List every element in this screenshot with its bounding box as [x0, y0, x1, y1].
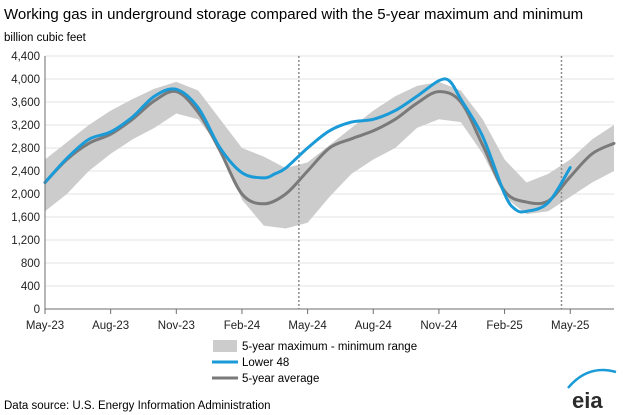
y-tick-label: 2,000	[11, 189, 40, 201]
y-tick-label: 4,000	[11, 74, 40, 86]
x-tick-labels: May-23 Aug-23 Nov-23 Feb-24 May-24 Aug-24 Nov-…	[26, 320, 590, 332]
y-tick-label: 1,600	[11, 212, 40, 224]
x-tick-label: Feb-24	[224, 320, 261, 332]
series-line-lower-48	[43, 77, 572, 214]
y-tick-label: 0	[34, 304, 40, 316]
eia-logo: eia	[567, 368, 617, 413]
x-tick-label: Nov-23	[158, 320, 195, 332]
y-tick-label: 400	[21, 281, 40, 293]
x-tick-label: Nov-24	[420, 320, 458, 332]
x-tick-label: Aug-23	[92, 320, 129, 332]
axis-layer	[44, 56, 614, 314]
y-tick-labels: 0 400 800 1,200 1,600 2,000 2,400 2,800 3,200 3,6…	[11, 51, 40, 316]
legend: 5-year maximum - minimum range Lower 48 …	[212, 340, 417, 385]
x-tick-label: May-24	[288, 320, 327, 332]
legend-average-label: 5-year average	[242, 373, 319, 385]
y-tick-label: 2,400	[11, 166, 40, 178]
chart-title: Working gas in underground storage compa…	[4, 6, 583, 23]
data-source-note: Data source: U.S. Energy Information Adm…	[4, 400, 271, 412]
five-year-range-band	[45, 81, 614, 229]
legend-lower48-label: Lower 48	[242, 357, 289, 369]
y-tick-label: 3,600	[11, 97, 40, 109]
y-tick-label: 1,200	[11, 235, 40, 247]
y-tick-label: 4,400	[11, 51, 40, 63]
y-axis-unit-label: billion cubic feet	[4, 32, 87, 44]
series-layer	[43, 77, 616, 214]
range-band-layer	[45, 81, 614, 229]
x-tick-label: May-23	[26, 320, 64, 332]
eia-logo-text: eia	[572, 388, 603, 413]
legend-range-swatch	[213, 340, 237, 352]
x-tick-label: May-25	[551, 320, 589, 332]
legend-range-label: 5-year maximum - minimum range	[242, 341, 417, 353]
x-tick-label: Aug-24	[355, 320, 393, 332]
y-tick-label: 3,200	[11, 120, 40, 132]
x-tick-label: Feb-25	[486, 320, 522, 332]
eia-logo-swoosh	[567, 368, 617, 389]
series-line-5-year-average	[43, 89, 616, 206]
y-tick-label: 2,800	[11, 143, 40, 155]
y-tick-label: 800	[21, 258, 40, 270]
